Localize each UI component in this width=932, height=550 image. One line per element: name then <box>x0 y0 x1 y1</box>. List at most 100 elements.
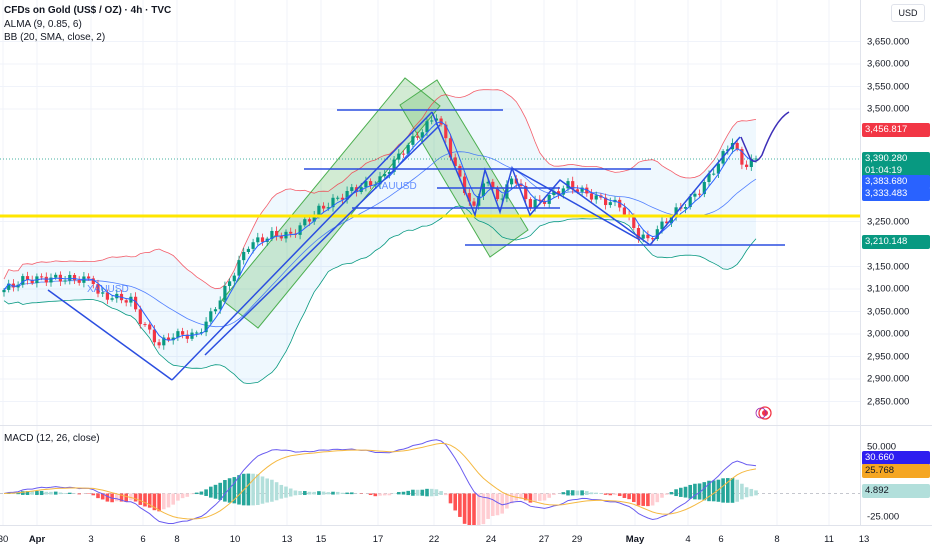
histogram-bar <box>331 491 335 495</box>
histogram-bar <box>30 491 34 495</box>
histogram-bar <box>538 493 542 501</box>
histogram-bar <box>481 493 486 525</box>
candle <box>21 273 25 288</box>
histogram-bar <box>627 493 631 500</box>
histogram-bar <box>270 479 274 502</box>
histogram-bar <box>119 493 124 502</box>
trend-line[interactable] <box>204 124 441 356</box>
histogram-bar <box>702 482 707 501</box>
histogram-bar <box>401 491 406 495</box>
time-tick: 22 <box>428 534 440 545</box>
drawings[interactable] <box>47 109 785 381</box>
histogram-bar <box>486 493 490 519</box>
projection-curve[interactable] <box>740 111 790 163</box>
histogram-bar <box>444 493 448 496</box>
signal-line <box>3 442 757 520</box>
candle <box>401 150 406 158</box>
trend-line[interactable] <box>511 167 641 241</box>
alma-legend[interactable]: ALMA (9, 0.85, 6) <box>4 19 82 30</box>
histogram-bar <box>570 490 575 496</box>
candle <box>275 226 279 241</box>
histogram-bar <box>100 493 105 500</box>
histogram-bar <box>265 478 269 503</box>
candle <box>176 328 180 341</box>
histogram-bar <box>622 493 627 498</box>
histogram-bar <box>580 490 584 496</box>
time-tick: 30 <box>0 534 9 545</box>
currency-button[interactable]: USD <box>891 4 925 22</box>
histogram-bar <box>632 493 636 503</box>
time-tick: 29 <box>571 534 583 545</box>
time-tick: 8 <box>774 534 780 545</box>
histogram-bar <box>25 491 30 495</box>
candle <box>242 247 246 265</box>
histogram-bar <box>180 493 185 499</box>
histogram-bar <box>458 493 462 517</box>
candle <box>143 321 147 327</box>
histogram-bar <box>345 492 349 495</box>
trend-line[interactable] <box>47 289 173 381</box>
trend-line[interactable] <box>171 111 433 381</box>
pane-separator[interactable] <box>0 425 932 426</box>
candle <box>646 230 650 242</box>
candle <box>712 169 716 176</box>
time-tick: May <box>625 534 645 545</box>
candle <box>7 279 11 293</box>
trend-channel-box[interactable] <box>221 77 441 329</box>
candle <box>472 197 476 209</box>
last-price-label: 3,390.280 01:04:19 <box>862 152 930 178</box>
candle <box>68 271 72 285</box>
histogram-bar <box>420 489 425 496</box>
histogram-bar <box>603 493 608 495</box>
signal-value-label: 25.768 <box>862 464 930 478</box>
candle <box>228 278 232 291</box>
histogram-bar <box>58 492 63 495</box>
histogram-bar <box>462 493 467 524</box>
histogram-bar <box>519 493 523 499</box>
histogram-bar <box>298 490 302 496</box>
histogram-bar <box>726 478 730 503</box>
price-chart[interactable]: XAUUSD XAUUSD <box>0 0 860 425</box>
candle <box>124 298 128 307</box>
histogram-bar <box>115 493 119 502</box>
candle <box>101 288 105 297</box>
events-icon[interactable] <box>755 406 772 420</box>
histogram-bar <box>373 493 378 497</box>
macd-legend[interactable]: MACD (12, 26, close) <box>4 433 100 444</box>
histogram-bar <box>227 478 232 503</box>
histogram-bar <box>204 489 208 496</box>
histogram-bar <box>730 478 735 503</box>
histogram-bar <box>288 488 293 497</box>
histogram-bar <box>552 493 556 495</box>
histogram-bar <box>575 490 580 496</box>
histogram-bar <box>279 484 284 499</box>
histogram-bar <box>138 493 143 505</box>
bb-legend[interactable]: BB (20, SMA, close, 2) <box>4 32 106 43</box>
histogram-bar <box>636 493 641 506</box>
histogram-bar <box>209 486 213 498</box>
grid-lines <box>2 426 830 526</box>
alma-price-label: 3,383.680 <box>862 175 930 189</box>
time-axis[interactable]: 30 Apr 3 6 8 10 13 15 17 22 24 27 29 May 4 6 8 11 13 <box>0 525 932 550</box>
histogram-bar <box>721 478 725 503</box>
time-tick: 27 <box>538 534 550 545</box>
bar-countdown: 01:04:19 <box>865 165 902 176</box>
histogram-bar <box>411 489 415 496</box>
candle <box>209 307 213 326</box>
price-axis[interactable]: USD 3,650.000 3,600.000 3,550.000 3,500.000… <box>860 0 932 525</box>
histogram-bar <box>218 482 222 500</box>
histogram-bar <box>664 493 669 495</box>
macd-chart[interactable] <box>0 426 860 526</box>
histogram-bar <box>232 477 237 504</box>
histogram-bar <box>223 480 227 502</box>
zigzag-line[interactable] <box>431 111 741 247</box>
last-price: 3,390.280 <box>865 153 908 164</box>
histogram-bar <box>387 493 392 496</box>
histogram-bar <box>397 492 401 495</box>
candle <box>369 178 373 190</box>
candle <box>148 320 152 334</box>
histogram-bar <box>49 491 53 495</box>
symbol-title[interactable]: CFDs on Gold (US$ / OZ) · 4h · TVC <box>4 5 172 16</box>
histogram-bar <box>63 493 67 494</box>
candle <box>223 281 227 303</box>
